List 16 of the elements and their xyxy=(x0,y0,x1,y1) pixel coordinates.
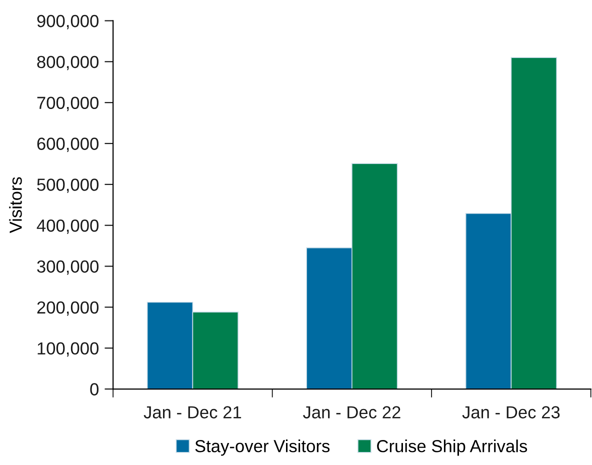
y-tick-label: 300,000 xyxy=(37,260,99,275)
legend-label: Stay-over Visitors xyxy=(195,440,330,456)
y-axis-title: Visitors xyxy=(9,177,22,234)
y-tick-label: 200,000 xyxy=(37,301,99,316)
y-tick-label: 100,000 xyxy=(38,342,99,357)
y-tick-label: 700,000 xyxy=(37,96,99,112)
legend-label: Cruise Ship Arrivals xyxy=(377,440,528,456)
x-tick-label: Jan - Dec 21 xyxy=(144,406,242,418)
y-tick-label: 400,000 xyxy=(36,220,99,234)
y-tick-label: 900,000 xyxy=(37,14,99,30)
x-tick-label: Jan - Dec 23 xyxy=(462,406,560,418)
y-tick-label: 500,000 xyxy=(37,178,99,193)
x-tick-label: Jan - Dec 22 xyxy=(303,406,400,418)
y-tick-label: 0 xyxy=(90,383,99,396)
y-tick-label: 800,000 xyxy=(37,56,99,70)
y-tick-label: 600,000 xyxy=(37,138,99,152)
